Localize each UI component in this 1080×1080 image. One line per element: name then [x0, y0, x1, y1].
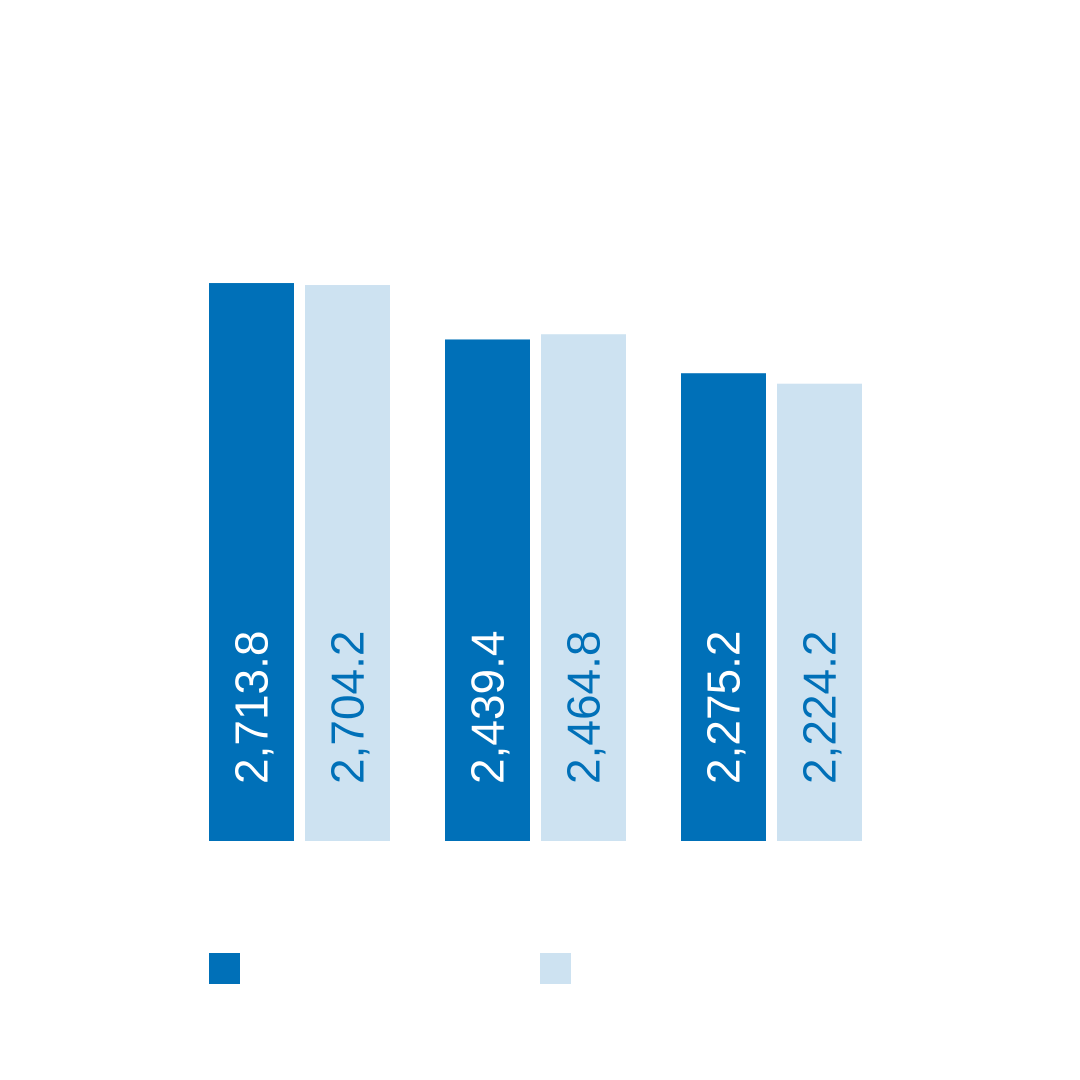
bar-series2-group3 — [777, 383, 862, 841]
bar-label-series2-group1: 2,704.2 — [322, 631, 374, 784]
legend — [209, 953, 571, 984]
bar-label-series1-group3: 2,275.2 — [698, 631, 750, 784]
bar-label-series2-group2: 2,464.8 — [558, 631, 610, 784]
bar-series2-group2 — [541, 334, 626, 841]
bar-label-series1-group2: 2,439.4 — [462, 631, 514, 784]
bars-group — [209, 283, 862, 841]
bar-labels-group: 2,713.8 2,439.4 2,275.2 2,704.2 2,464.8 2,224… — [226, 631, 846, 784]
bar-label-series2-group3: 2,224.2 — [794, 631, 846, 784]
bar-series2-group1 — [305, 285, 390, 841]
legend-swatch-series1 — [209, 953, 240, 984]
bar-series1-group2 — [445, 339, 530, 841]
bar-series1-group1 — [209, 283, 294, 841]
bar-label-series1-group1: 2,713.8 — [226, 631, 278, 784]
legend-swatch-series2 — [540, 953, 571, 984]
bar-series1-group3 — [681, 373, 766, 841]
